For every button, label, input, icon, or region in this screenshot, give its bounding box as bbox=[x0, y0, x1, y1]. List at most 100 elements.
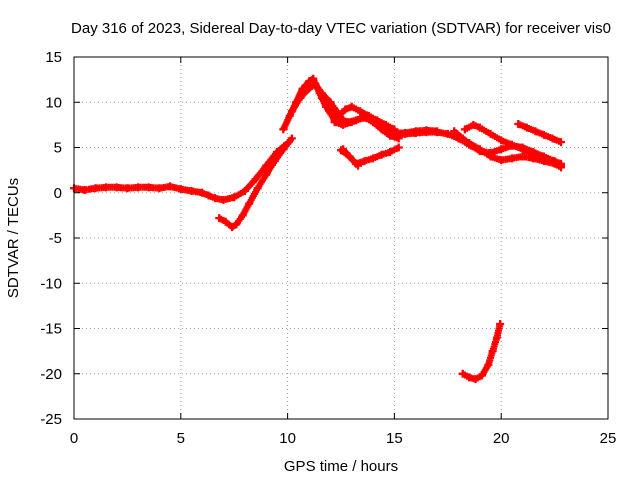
data-point bbox=[341, 105, 350, 114]
y-tick-label: 0 bbox=[54, 185, 62, 202]
y-tick-label: -25 bbox=[40, 411, 62, 428]
data-point bbox=[351, 116, 360, 125]
data-point bbox=[531, 127, 540, 136]
data-point bbox=[539, 157, 548, 166]
data-point bbox=[458, 369, 467, 378]
data-point bbox=[522, 123, 531, 132]
data-point bbox=[176, 185, 185, 194]
data-point bbox=[91, 184, 100, 193]
data-point bbox=[484, 360, 493, 369]
data-point bbox=[496, 319, 505, 328]
data-point bbox=[497, 145, 506, 154]
data-point bbox=[144, 183, 153, 192]
y-axis: -25 -20 -15 -10 -5 0 5 10 15 bbox=[40, 49, 608, 428]
data-point bbox=[360, 113, 369, 122]
data-point bbox=[270, 157, 279, 166]
x-tick-label: 15 bbox=[386, 430, 403, 447]
series-trace-b-dip bbox=[215, 134, 296, 232]
data-point bbox=[557, 163, 566, 172]
data-point bbox=[550, 159, 559, 168]
data-point bbox=[507, 140, 516, 149]
data-point bbox=[443, 129, 452, 138]
data-point bbox=[475, 145, 484, 154]
data-point bbox=[253, 184, 262, 193]
data-point bbox=[232, 220, 241, 229]
data-point bbox=[460, 125, 469, 134]
x-tick-label: 0 bbox=[70, 430, 78, 447]
data-point bbox=[279, 145, 288, 154]
data-point bbox=[475, 123, 484, 132]
data-point bbox=[433, 128, 442, 137]
data-point bbox=[492, 333, 501, 342]
data-point bbox=[369, 118, 378, 127]
y-tick-label: 10 bbox=[45, 94, 62, 111]
data-point bbox=[486, 129, 495, 138]
data-point bbox=[354, 161, 363, 170]
data-series bbox=[70, 74, 566, 384]
x-tick-label: 10 bbox=[279, 430, 296, 447]
data-point bbox=[486, 152, 495, 161]
data-point bbox=[469, 120, 478, 129]
data-point bbox=[210, 194, 219, 203]
series-trace-g-low bbox=[317, 93, 403, 143]
data-point bbox=[401, 129, 410, 138]
data-point bbox=[166, 182, 175, 191]
data-point bbox=[465, 138, 474, 147]
x-axis: 0 5 10 15 20 25 bbox=[70, 57, 616, 447]
data-point bbox=[465, 373, 474, 382]
data-point bbox=[287, 107, 296, 116]
data-point bbox=[337, 146, 345, 155]
data-point bbox=[326, 102, 335, 111]
data-point bbox=[251, 175, 260, 184]
data-point bbox=[394, 143, 403, 152]
y-tick-label: -20 bbox=[40, 366, 62, 383]
data-point bbox=[343, 118, 352, 127]
data-point bbox=[356, 107, 365, 116]
data-point bbox=[458, 134, 467, 143]
data-point bbox=[204, 191, 213, 200]
data-point bbox=[345, 152, 354, 161]
data-point bbox=[377, 150, 386, 159]
data-point bbox=[347, 102, 356, 111]
data-point bbox=[518, 145, 527, 154]
data-point bbox=[529, 154, 538, 163]
data-point bbox=[497, 136, 506, 145]
data-point bbox=[411, 129, 420, 138]
data-point bbox=[557, 138, 566, 147]
y-tick-label: 5 bbox=[54, 140, 62, 157]
data-point bbox=[518, 152, 527, 161]
y-tick-label: -15 bbox=[40, 321, 62, 338]
data-point bbox=[514, 119, 523, 128]
data-point bbox=[155, 184, 164, 193]
data-point bbox=[330, 118, 339, 127]
series-trace-m-lower bbox=[465, 138, 566, 172]
data-point bbox=[471, 375, 480, 384]
data-point bbox=[221, 217, 230, 226]
data-point bbox=[230, 193, 239, 202]
series-trace-a-baseline bbox=[70, 138, 292, 204]
data-point bbox=[422, 128, 431, 137]
data-point bbox=[80, 186, 89, 195]
data-point bbox=[287, 134, 296, 143]
data-point bbox=[386, 148, 395, 157]
data-point bbox=[317, 93, 326, 102]
data-point bbox=[187, 186, 196, 195]
x-tick-label: 20 bbox=[493, 430, 510, 447]
y-tick-label: -10 bbox=[40, 275, 62, 292]
data-point bbox=[304, 77, 313, 86]
chart-title: Day 316 of 2023, Sidereal Day-to-day VTE… bbox=[71, 20, 611, 37]
data-point bbox=[390, 130, 399, 139]
data-point bbox=[539, 130, 548, 139]
data-point bbox=[377, 125, 386, 134]
x-tick-label: 5 bbox=[177, 430, 185, 447]
data-point bbox=[311, 80, 320, 89]
data-point bbox=[285, 111, 294, 120]
data-point bbox=[450, 127, 459, 136]
y-axis-label: SDTVAR / TECUs bbox=[5, 178, 22, 298]
data-point bbox=[219, 195, 228, 204]
data-point bbox=[304, 84, 313, 93]
data-point bbox=[548, 134, 557, 143]
data-point bbox=[228, 223, 237, 232]
